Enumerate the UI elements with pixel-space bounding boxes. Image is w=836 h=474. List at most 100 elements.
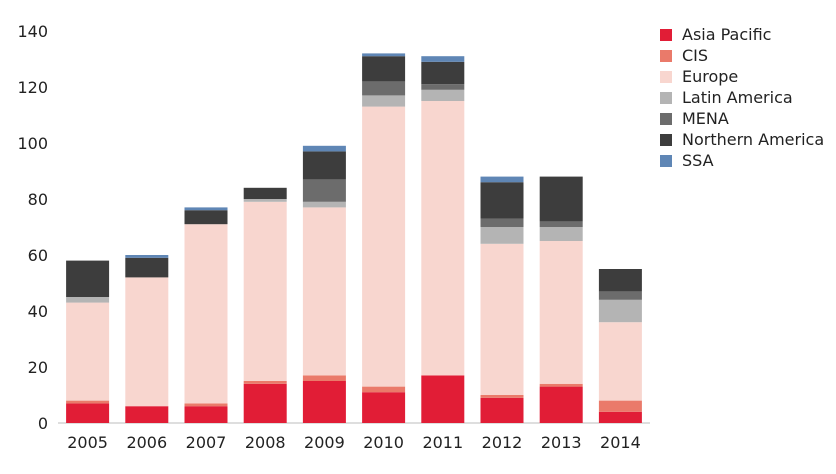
bar-segment-asia-pacific-2007: [184, 406, 228, 423]
y-tick-label-100: 100: [17, 134, 48, 153]
legend-label-latin-america: Latin America: [682, 88, 793, 107]
bar-segment-cis-2013: [539, 383, 583, 387]
bar-segment-latin-america-2011: [421, 89, 465, 101]
legend-item-mena: MENA: [660, 108, 836, 129]
legend-swatch-cis: [660, 49, 672, 62]
bar-segment-asia-pacific-2005: [66, 403, 110, 423]
bar-segment-europe-2014: [598, 322, 642, 401]
bar-segment-europe-2005: [66, 302, 110, 401]
bar-segment-ssa-2010: [362, 53, 406, 57]
bar-segment-northern-america-2008: [243, 187, 287, 199]
bar-segment-cis-2008: [243, 381, 287, 384]
bar-segment-latin-america-2010: [362, 95, 406, 107]
bar-segment-europe-2010: [362, 106, 406, 387]
legend-swatch-asia-pacific: [660, 28, 672, 41]
bar-segment-cis-2012: [480, 395, 524, 398]
bar-segment-europe-2008: [243, 201, 287, 381]
x-tick-label-2006: 2006: [126, 433, 167, 452]
bar-segment-latin-america-2014: [598, 299, 642, 323]
bar-segment-mena-2014: [598, 291, 642, 300]
bar-segment-asia-pacific-2006: [125, 406, 169, 423]
bar-segment-ssa-2011: [421, 56, 465, 62]
legend-item-latin-america: Latin America: [660, 87, 836, 108]
x-tick-label-2008: 2008: [245, 433, 286, 452]
bar-segment-europe-2009: [302, 207, 346, 376]
bar-segment-mena-2009: [302, 179, 346, 202]
bar-segment-cis-2014: [598, 400, 642, 412]
y-tick-label-80: 80: [28, 190, 48, 209]
bar-segment-asia-pacific-2013: [539, 386, 583, 423]
bar-segment-northern-america-2012: [480, 182, 524, 219]
bar-segment-europe-2007: [184, 224, 228, 404]
bar-segment-northern-america-2006: [125, 257, 169, 278]
bar-segment-northern-america-2013: [539, 176, 583, 222]
legend-swatch-latin-america: [660, 91, 672, 104]
bar-segment-latin-america-2009: [302, 201, 346, 208]
bar-segment-europe-2011: [421, 101, 465, 376]
legend-label-europe: Europe: [682, 67, 739, 86]
y-tick-label-140: 140: [17, 22, 48, 41]
x-tick-label-2011: 2011: [422, 433, 463, 452]
bar-segment-europe-2012: [480, 243, 524, 395]
y-tick-label-0: 0: [38, 414, 48, 433]
bar-segment-asia-pacific-2011: [421, 375, 465, 423]
legend-label-cis: CIS: [682, 46, 709, 65]
bar-segment-northern-america-2010: [362, 56, 406, 82]
y-tick-label-60: 60: [28, 246, 48, 265]
y-tick-label-40: 40: [28, 302, 48, 321]
bar-segment-cis-2005: [66, 400, 110, 404]
x-tick-label-2007: 2007: [186, 433, 227, 452]
bar-segment-ssa-2012: [480, 176, 524, 183]
bar-segment-latin-america-2012: [480, 227, 524, 244]
legend-item-ssa: SSA: [660, 150, 836, 171]
legend-label-northern-america: Northern America: [682, 130, 825, 149]
bar-segment-ssa-2007: [184, 207, 228, 211]
bar-segment-northern-america-2014: [598, 269, 642, 292]
bar-segment-latin-america-2005: [66, 297, 110, 303]
x-tick-label-2012: 2012: [482, 433, 523, 452]
legend-swatch-northern-america: [660, 133, 672, 146]
legend: Asia Pacific CIS Europe Latin America ME…: [660, 24, 836, 171]
bar-segment-ssa-2006: [125, 255, 169, 258]
legend-swatch-mena: [660, 112, 672, 125]
x-tick-label-2013: 2013: [541, 433, 582, 452]
bar-segment-asia-pacific-2012: [480, 397, 524, 423]
y-tick-label-120: 120: [17, 78, 48, 97]
bar-segment-northern-america-2007: [184, 210, 228, 225]
legend-swatch-ssa: [660, 154, 672, 167]
legend-item-europe: Europe: [660, 66, 836, 87]
bar-segment-northern-america-2009: [302, 151, 346, 180]
bar-segment-mena-2010: [362, 81, 406, 96]
x-tick-label-2009: 2009: [304, 433, 345, 452]
bar-segment-cis-2007: [184, 403, 228, 407]
bar-segment-cis-2009: [302, 375, 346, 381]
legend-item-northern-america: Northern America: [660, 129, 836, 150]
bar-segment-asia-pacific-2009: [302, 381, 346, 423]
y-tick-label-20: 20: [28, 358, 48, 377]
bar-segment-cis-2010: [362, 386, 406, 393]
legend-swatch-europe: [660, 70, 672, 83]
bar-segment-asia-pacific-2008: [243, 383, 287, 423]
bar-segment-europe-2006: [125, 277, 169, 407]
legend-item-cis: CIS: [660, 45, 836, 66]
legend-label-asia-pacific: Asia Pacific: [682, 25, 772, 44]
bar-segment-asia-pacific-2014: [598, 411, 642, 423]
bar-segment-northern-america-2005: [66, 260, 110, 297]
bar-segment-latin-america-2013: [539, 227, 583, 241]
bar-segment-mena-2011: [421, 84, 465, 90]
legend-label-mena: MENA: [682, 109, 729, 128]
bar-segment-ssa-2009: [302, 145, 346, 152]
bar-segment-northern-america-2011: [421, 61, 465, 85]
legend-label-ssa: SSA: [682, 151, 714, 170]
legend-item-asia-pacific: Asia Pacific: [660, 24, 836, 45]
x-tick-label-2005: 2005: [67, 433, 108, 452]
x-tick-label-2010: 2010: [363, 433, 404, 452]
bar-segment-latin-america-2008: [243, 199, 287, 202]
bar-segment-mena-2013: [539, 221, 583, 227]
bar-segment-asia-pacific-2010: [362, 392, 406, 423]
x-tick-label-2014: 2014: [600, 433, 641, 452]
bar-segment-mena-2012: [480, 218, 524, 227]
bar-segment-europe-2013: [539, 241, 583, 384]
